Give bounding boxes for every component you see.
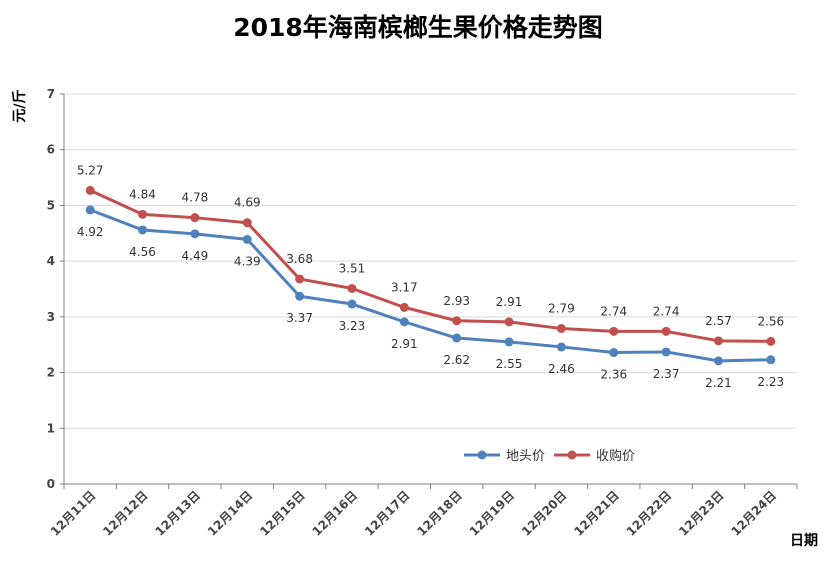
data-point xyxy=(85,185,95,195)
data-label: 3.17 xyxy=(391,280,418,294)
data-point xyxy=(138,225,148,235)
data-point xyxy=(452,316,462,326)
data-point xyxy=(190,213,200,223)
x-tick-label: 12月22日 xyxy=(624,488,674,538)
x-axis-label: 日期 xyxy=(790,533,818,549)
data-label: 2.91 xyxy=(391,337,418,351)
y-tick-label: 3 xyxy=(47,310,55,324)
data-label: 2.37 xyxy=(653,367,680,381)
x-tick-label: 12月12日 xyxy=(100,488,150,538)
legend-label: 地头价 xyxy=(506,449,545,464)
data-label: 5.27 xyxy=(77,163,104,177)
y-tick-label: 7 xyxy=(47,87,55,101)
y-axis-label: 元/斤 xyxy=(11,89,28,122)
data-label: 2.91 xyxy=(496,295,523,309)
data-label: 3.51 xyxy=(339,261,366,275)
y-tick-label: 4 xyxy=(47,254,55,268)
legend-swatch-marker xyxy=(567,450,577,460)
series-line xyxy=(88,208,773,363)
data-point xyxy=(504,337,514,347)
data-point xyxy=(85,205,95,215)
x-tick-label: 12月24日 xyxy=(728,488,778,538)
x-tick-label: 12月21日 xyxy=(571,488,621,538)
data-point xyxy=(661,326,671,336)
data-point xyxy=(295,291,305,301)
y-tick-label: 2 xyxy=(47,366,55,380)
data-point xyxy=(242,234,252,244)
data-point xyxy=(242,218,252,228)
data-label: 4.84 xyxy=(129,187,156,201)
x-tick-label: 12月17日 xyxy=(362,488,412,538)
data-point xyxy=(452,333,462,343)
y-tick-labels: 0 1 2 3 4 5 6 7 xyxy=(47,87,55,491)
data-point xyxy=(766,355,776,365)
data-point xyxy=(609,348,619,358)
data-point xyxy=(713,356,723,366)
data-label: 2.93 xyxy=(443,294,470,308)
x-tick-label: 12月20日 xyxy=(519,488,569,538)
data-point xyxy=(399,302,409,312)
axes xyxy=(60,93,798,489)
series-1: 5.27 4.84 4.78 4.69 3.68 3.51 3.17 2.93 2.91 2.79… xyxy=(77,163,784,346)
data-label: 2.36 xyxy=(600,368,627,382)
data-label: 2.74 xyxy=(653,304,680,318)
data-label: 3.37 xyxy=(286,311,313,325)
grid-lines xyxy=(64,93,797,429)
legend-label: 收购价 xyxy=(596,448,635,464)
x-tick-label: 12月19日 xyxy=(467,488,517,538)
chart-title: 2018年海南槟榔生果价格走势图 xyxy=(233,13,603,42)
y-tick-label: 0 xyxy=(47,477,55,491)
data-point xyxy=(347,283,357,293)
data-point xyxy=(609,326,619,336)
x-tick-label: 12月13日 xyxy=(153,488,203,538)
data-label: 2.46 xyxy=(548,362,575,376)
data-label: 3.23 xyxy=(339,319,366,333)
data-point xyxy=(766,336,776,346)
x-tick-label: 12月15日 xyxy=(257,488,307,538)
legend: 地头价 收购价 xyxy=(464,448,635,464)
data-label: 3.68 xyxy=(286,252,313,266)
data-label: 4.78 xyxy=(182,191,209,205)
data-point xyxy=(556,324,566,334)
series-layer: 4.92 4.56 4.49 4.39 3.37 3.23 2.91 2.62 2.55 2.46… xyxy=(77,163,784,389)
data-point xyxy=(295,274,305,284)
x-tick-label: 12月11日 xyxy=(48,488,98,538)
data-point xyxy=(556,342,566,352)
data-label: 2.74 xyxy=(600,304,627,318)
data-label: 2.21 xyxy=(705,376,732,390)
data-point xyxy=(713,336,723,346)
data-point xyxy=(190,229,200,239)
data-label: 4.69 xyxy=(234,196,261,210)
legend-swatch-marker xyxy=(477,450,487,460)
data-label: 2.62 xyxy=(443,353,470,367)
data-point xyxy=(661,347,671,357)
data-point xyxy=(347,299,357,309)
y-tick-label: 5 xyxy=(47,198,55,212)
data-point xyxy=(504,317,514,327)
data-label: 2.79 xyxy=(548,302,575,316)
data-label: 2.23 xyxy=(757,375,784,389)
legend-entry-0: 地头价 xyxy=(464,449,545,464)
x-tick-label: 12月18日 xyxy=(414,488,464,538)
data-label: 4.49 xyxy=(182,249,209,263)
y-tick-label: 6 xyxy=(47,143,55,157)
data-label: 4.39 xyxy=(234,254,261,268)
data-label: 2.56 xyxy=(757,314,784,328)
x-tick-label: 12月16日 xyxy=(310,488,360,538)
x-tick-labels: 12月11日 12月12日 12月13日 12月14日 12月15日 12月16日 12月1… xyxy=(48,488,779,538)
y-tick-label: 1 xyxy=(47,421,55,435)
data-point xyxy=(138,209,148,219)
data-label: 2.57 xyxy=(705,314,732,328)
legend-entry-1: 收购价 xyxy=(554,448,635,464)
series-0: 4.92 4.56 4.49 4.39 3.37 3.23 2.91 2.62 2.55 2.46… xyxy=(77,205,784,390)
data-label: 4.92 xyxy=(77,225,104,239)
data-label: 4.56 xyxy=(129,245,156,259)
data-label: 2.55 xyxy=(496,357,523,371)
series-line xyxy=(88,188,773,343)
data-point xyxy=(399,317,409,327)
x-tick-label: 12月23日 xyxy=(676,488,726,538)
x-tick-label: 12月14日 xyxy=(205,488,255,538)
